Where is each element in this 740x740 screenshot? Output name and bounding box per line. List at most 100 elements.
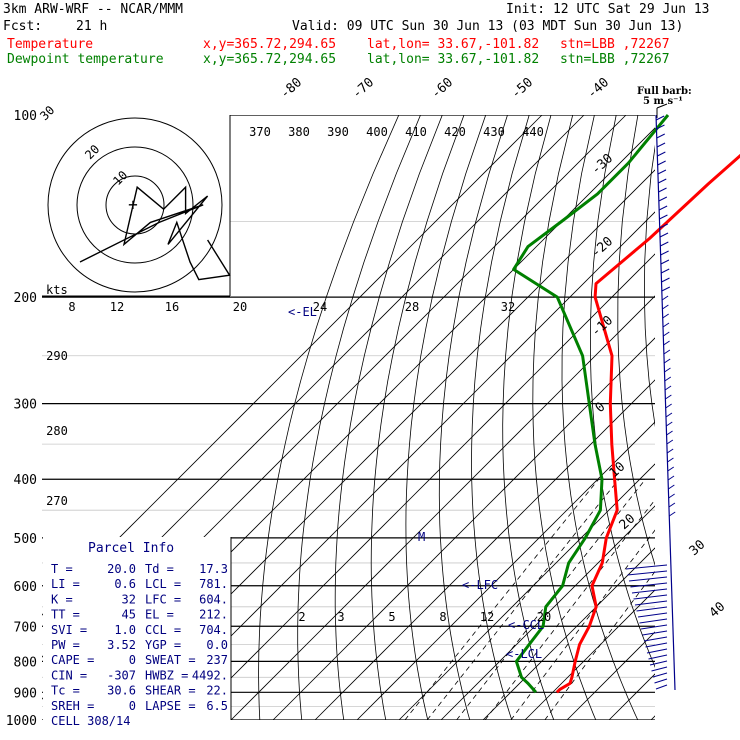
wind-barb	[642, 630, 668, 636]
parcel-row-label: CELL 308/14	[51, 714, 130, 728]
wind-barbs: Full barb:5 m s⁻¹	[625, 86, 692, 691]
theta-label: 440	[522, 125, 544, 139]
temperature-line	[555, 153, 740, 694]
wind-barb	[662, 304, 669, 310]
hodograph-speed-label: 16	[165, 300, 179, 314]
theta-label: 410	[405, 125, 427, 139]
hodograph-axis-label: kts	[46, 283, 68, 297]
dry-adiabat	[561, 115, 639, 720]
isotherm-line	[398, 463, 655, 720]
theta-label: 370	[249, 125, 271, 139]
parcel-row: TT = 45 EL = 212.	[51, 608, 228, 622]
parcel-row-value2: 212.	[199, 608, 228, 622]
parcel-row-value2: 17.3	[199, 562, 228, 576]
wind-barb	[665, 412, 673, 418]
mixing-ratio-line	[456, 478, 646, 720]
wind-barb	[655, 115, 665, 121]
mixing-ratio-label: 20	[537, 610, 551, 624]
parcel-row-label: LI =	[51, 577, 80, 591]
isotherm-line	[356, 421, 655, 720]
wind-barb	[666, 448, 674, 454]
parcel-info-panel: Parcel Info T = 20.0 Td = 17.3 LI = 0.6 LCL = 78…	[43, 537, 232, 728]
wind-barb	[636, 606, 668, 612]
wind-barb	[651, 666, 668, 672]
pressure-tick-label: 300	[14, 398, 37, 413]
parcel-row-value2: 237	[206, 653, 228, 667]
marker-lcl: <-LCL	[506, 647, 542, 661]
header-init: Init: 12 UTC Sat 29 Jun 13	[506, 2, 710, 17]
hodograph-speed-label: 24	[313, 300, 327, 314]
mixing-ratio-line	[404, 478, 600, 720]
parcel-row-label: SVI =	[51, 623, 87, 637]
wind-barb	[637, 612, 668, 618]
wind-barb	[660, 259, 670, 265]
pressure-tick-label: 100	[14, 109, 37, 124]
wind-barb	[664, 376, 672, 382]
parcel-row-label: K =	[51, 592, 73, 606]
dry-adiabat	[502, 115, 555, 720]
dry-adiabat	[471, 115, 530, 720]
parcel-row-value2: 604.	[199, 592, 228, 606]
parcel-row-value2: 6.5	[206, 699, 228, 713]
wind-barb	[648, 654, 668, 660]
parcel-row-value: 1.0	[114, 623, 136, 637]
hodograph-speed-label: 32	[501, 300, 515, 314]
hodograph-speed-label: 28	[405, 300, 419, 314]
header-valid: Valid: 09 UTC Sun 30 Jun 13 (03 MDT Sun …	[292, 19, 684, 34]
parcel-row: K = 32 LFC = 604.	[51, 592, 228, 606]
wind-barb	[667, 466, 675, 472]
isotherm-label: -20	[589, 234, 616, 261]
parcel-row-label2: Td =	[145, 562, 174, 576]
temperature-legend: Temperature	[7, 37, 94, 52]
mixing-ratio-label: 5	[388, 610, 395, 624]
dry-adiabat	[405, 115, 487, 720]
theta-left-label: 290	[46, 349, 68, 363]
wind-barb	[668, 493, 675, 499]
isotherm-line	[272, 337, 655, 720]
wind-legend-label: Full barb:	[637, 86, 692, 97]
theta-left-label: 270	[46, 494, 68, 508]
pressure-tick-label: 1000	[6, 714, 37, 729]
parcel-row: SREH = 0 LAPSE = 6.5	[51, 699, 228, 713]
wind-barb	[663, 331, 670, 337]
parcel-row-label2: HWBZ =	[145, 668, 188, 682]
wind-barb	[660, 250, 669, 256]
dry-adiabat	[438, 115, 508, 720]
dry-adiabat	[258, 115, 400, 720]
wind-barb	[657, 160, 666, 166]
parcel-row: CIN = -307 HWBZ = 4492.	[51, 668, 228, 682]
isotherm-line	[482, 547, 655, 720]
parcel-row-label: SREH =	[51, 699, 94, 713]
parcel-row: LI = 0.6 LCL = 781.	[51, 577, 228, 591]
wind-staff	[655, 114, 676, 691]
wind-barb	[661, 277, 670, 283]
parcel-row-value: 0	[129, 699, 136, 713]
parcel-row-label: CAPE =	[51, 653, 94, 667]
dry-adiabat	[297, 115, 421, 720]
dewpoint-stn: stn=LBB ,72267	[560, 52, 670, 67]
wind-barb	[665, 394, 672, 400]
parcel-row: Tc = 30.6 SHEAR = 22.	[51, 684, 228, 698]
theta-left-label: 280	[46, 424, 68, 438]
isotherm-label: 0	[593, 400, 609, 416]
pressure-tick-label: 400	[14, 473, 37, 488]
temperature-xy: x,y=365.72,294.65	[203, 37, 337, 52]
wind-barb	[661, 286, 671, 292]
isotherm-line	[146, 211, 655, 720]
parcel-row-value2: 704.	[199, 623, 228, 637]
wind-barb	[630, 582, 668, 588]
hodograph-speed-label: 12	[110, 300, 124, 314]
parcel-row-value2: 4492.	[192, 668, 228, 682]
temperature-stn: stn=LBB ,72267	[560, 37, 670, 52]
wind-barb	[658, 178, 667, 184]
wind-barb	[634, 600, 668, 606]
wind-barb	[657, 169, 667, 175]
isotherm-label: -60	[429, 75, 456, 102]
isotherm-line	[230, 295, 655, 720]
mixing-ratio-line	[544, 570, 655, 720]
theta-label: 420	[444, 125, 466, 139]
header-fcst-value: 21 h	[76, 19, 108, 34]
wind-barb	[657, 151, 666, 157]
isotherm-line	[188, 253, 655, 720]
